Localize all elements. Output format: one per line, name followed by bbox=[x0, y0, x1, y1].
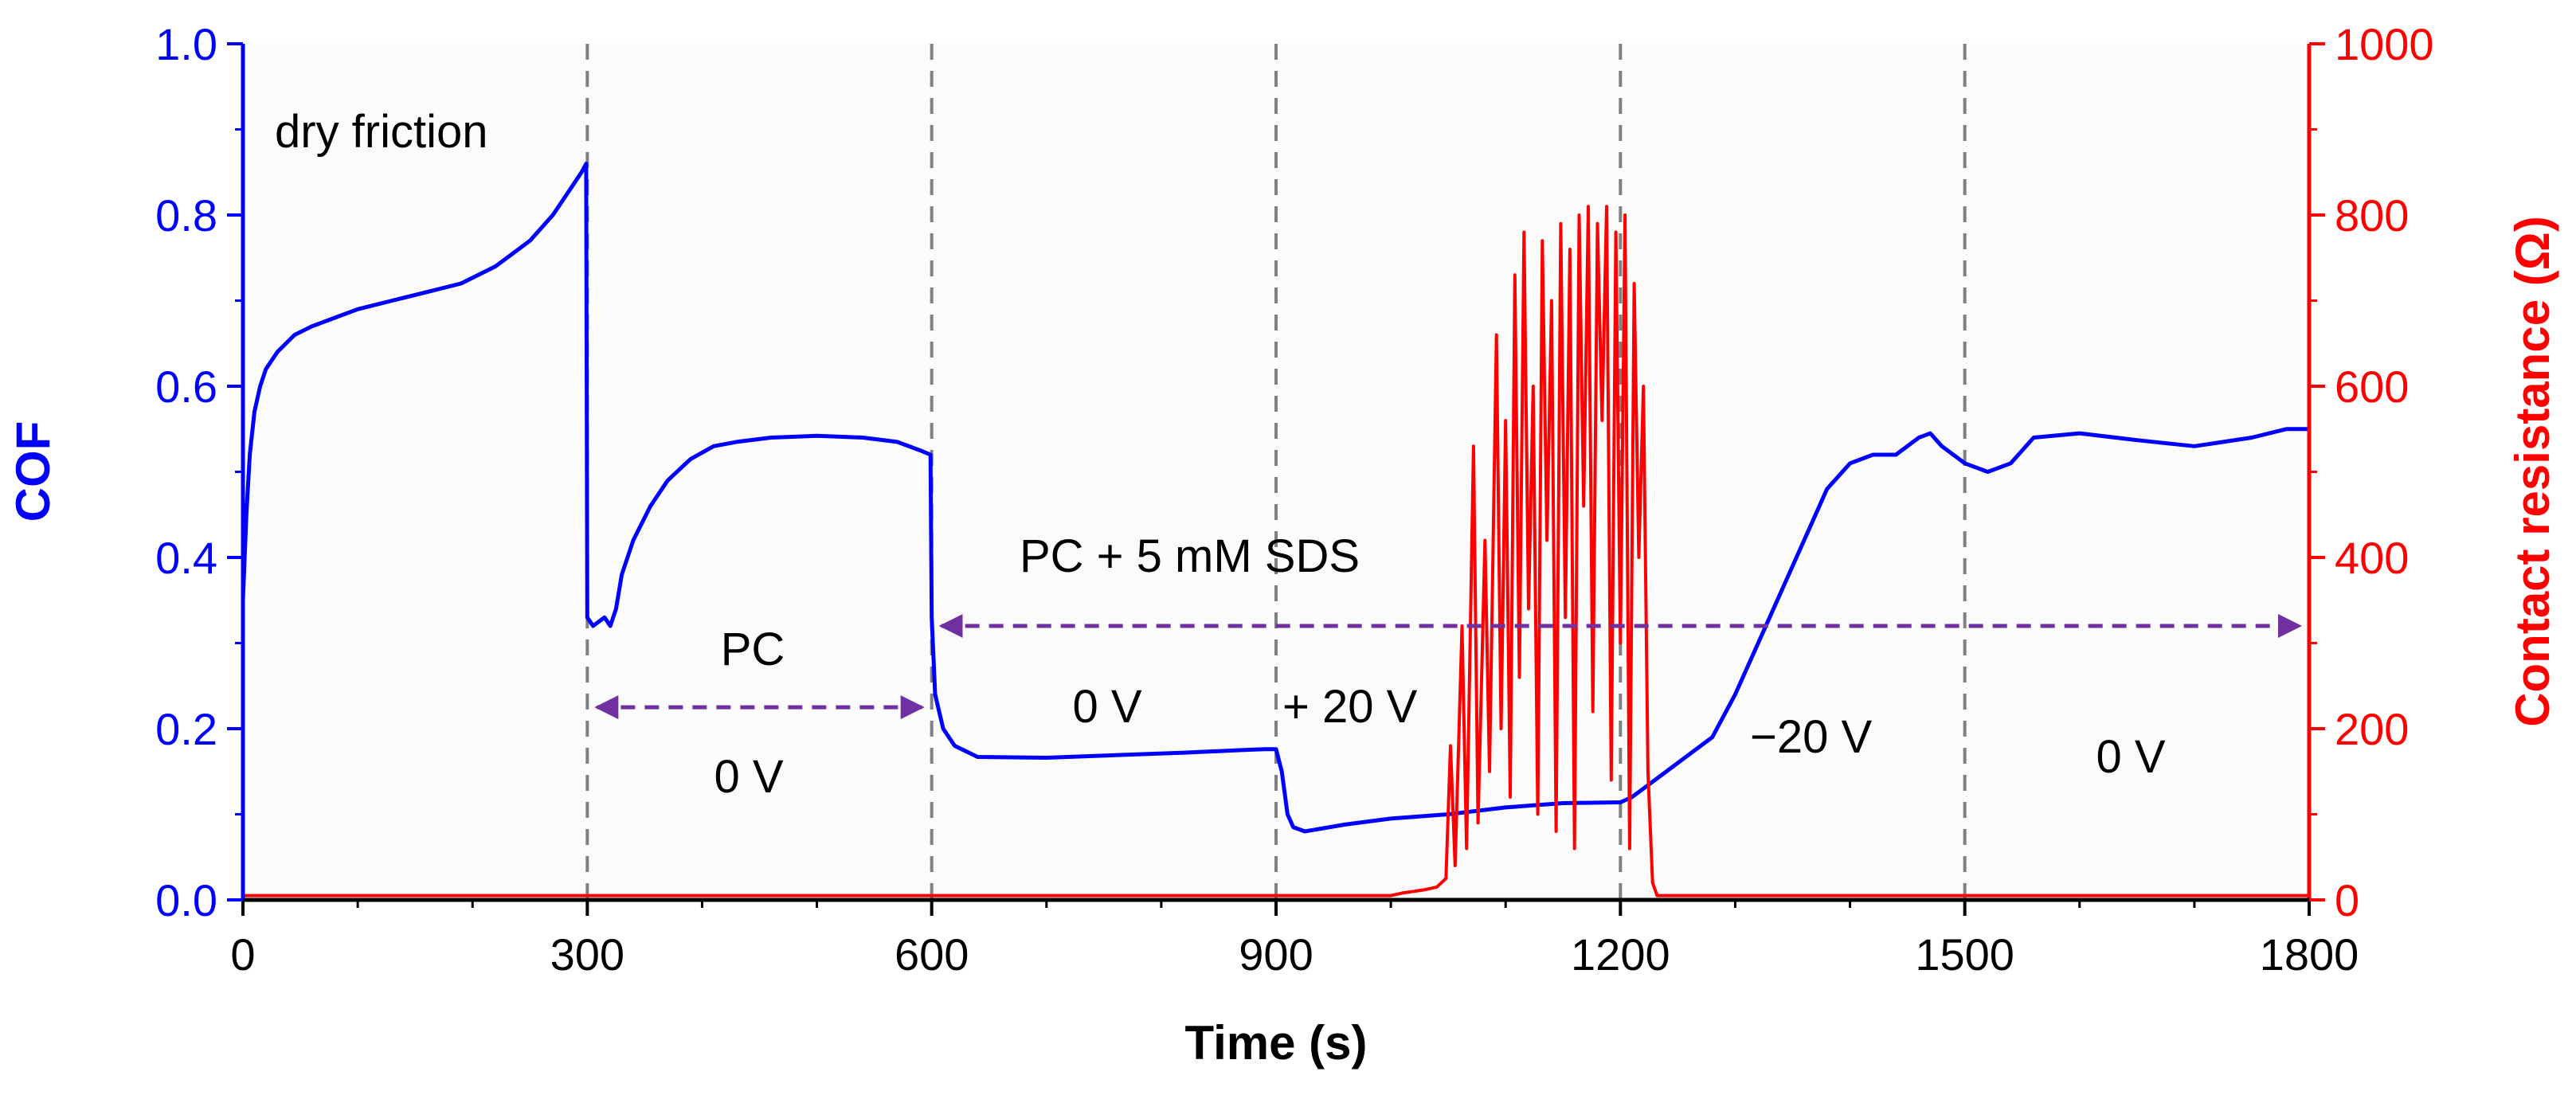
annotations: dry friction PC 0 V PC + 5 mM SDS 0 V + … bbox=[275, 106, 2166, 803]
x-tick-label-1800: 1800 bbox=[2260, 929, 2359, 980]
y-left-tick-label-1.0: 1.0 bbox=[155, 19, 217, 69]
annotation-minus20: −20 V bbox=[1750, 711, 1872, 763]
tick-labels: 0 300 600 900 1200 1500 1800 0.0 0.2 0.4 0.6 0.8 1.0… bbox=[155, 19, 2433, 980]
annotation-dry-friction: dry friction bbox=[275, 106, 488, 158]
plot-area bbox=[243, 44, 2309, 900]
arrows bbox=[594, 614, 2302, 720]
y-right-tick-label-600: 600 bbox=[2335, 362, 2409, 412]
annotation-pc-sds: PC + 5 mM SDS bbox=[1020, 530, 1360, 582]
y-right-tick-label-1000: 1000 bbox=[2335, 19, 2434, 69]
x-tick-label-1200: 1200 bbox=[1571, 929, 1670, 980]
annotation-pc: PC bbox=[721, 624, 785, 675]
y-right-tick-label-400: 400 bbox=[2335, 533, 2409, 583]
x-tick-label-1500: 1500 bbox=[1915, 929, 2014, 980]
y-left-tick-label-0.0: 0.0 bbox=[155, 875, 217, 925]
annotation-sds-0v: 0 V bbox=[1072, 681, 1141, 733]
y-right-tick-label-800: 800 bbox=[2335, 190, 2409, 241]
y-right-tick-label-0: 0 bbox=[2335, 875, 2359, 925]
y-right-axis-title: Contact resistance (Ω) bbox=[2506, 216, 2559, 727]
x-tick-label-300: 300 bbox=[550, 929, 624, 980]
y-right-tick-label-200: 200 bbox=[2335, 704, 2409, 754]
series-layer bbox=[241, 162, 2309, 898]
x-tick-label-0: 0 bbox=[230, 929, 255, 980]
y-left-axis-title: COF bbox=[6, 421, 60, 522]
resistance-series-line bbox=[243, 205, 2309, 898]
x-tick-label-900: 900 bbox=[1239, 929, 1313, 980]
x-axis-title: Time (s) bbox=[1185, 1016, 1368, 1070]
annotation-pc-voltage: 0 V bbox=[714, 751, 783, 803]
annotation-final-0v: 0 V bbox=[2096, 731, 2165, 783]
y-left-tick-label-0.6: 0.6 bbox=[155, 362, 217, 412]
annotation-plus20: + 20 V bbox=[1282, 681, 1418, 733]
cof-series-line bbox=[241, 162, 2309, 834]
x-tick-label-600: 600 bbox=[895, 929, 969, 980]
y-left-tick-label-0.2: 0.2 bbox=[155, 704, 217, 754]
ticks bbox=[227, 42, 2325, 916]
y-left-tick-label-0.4: 0.4 bbox=[155, 533, 217, 583]
y-left-tick-label-0.8: 0.8 bbox=[155, 190, 217, 241]
